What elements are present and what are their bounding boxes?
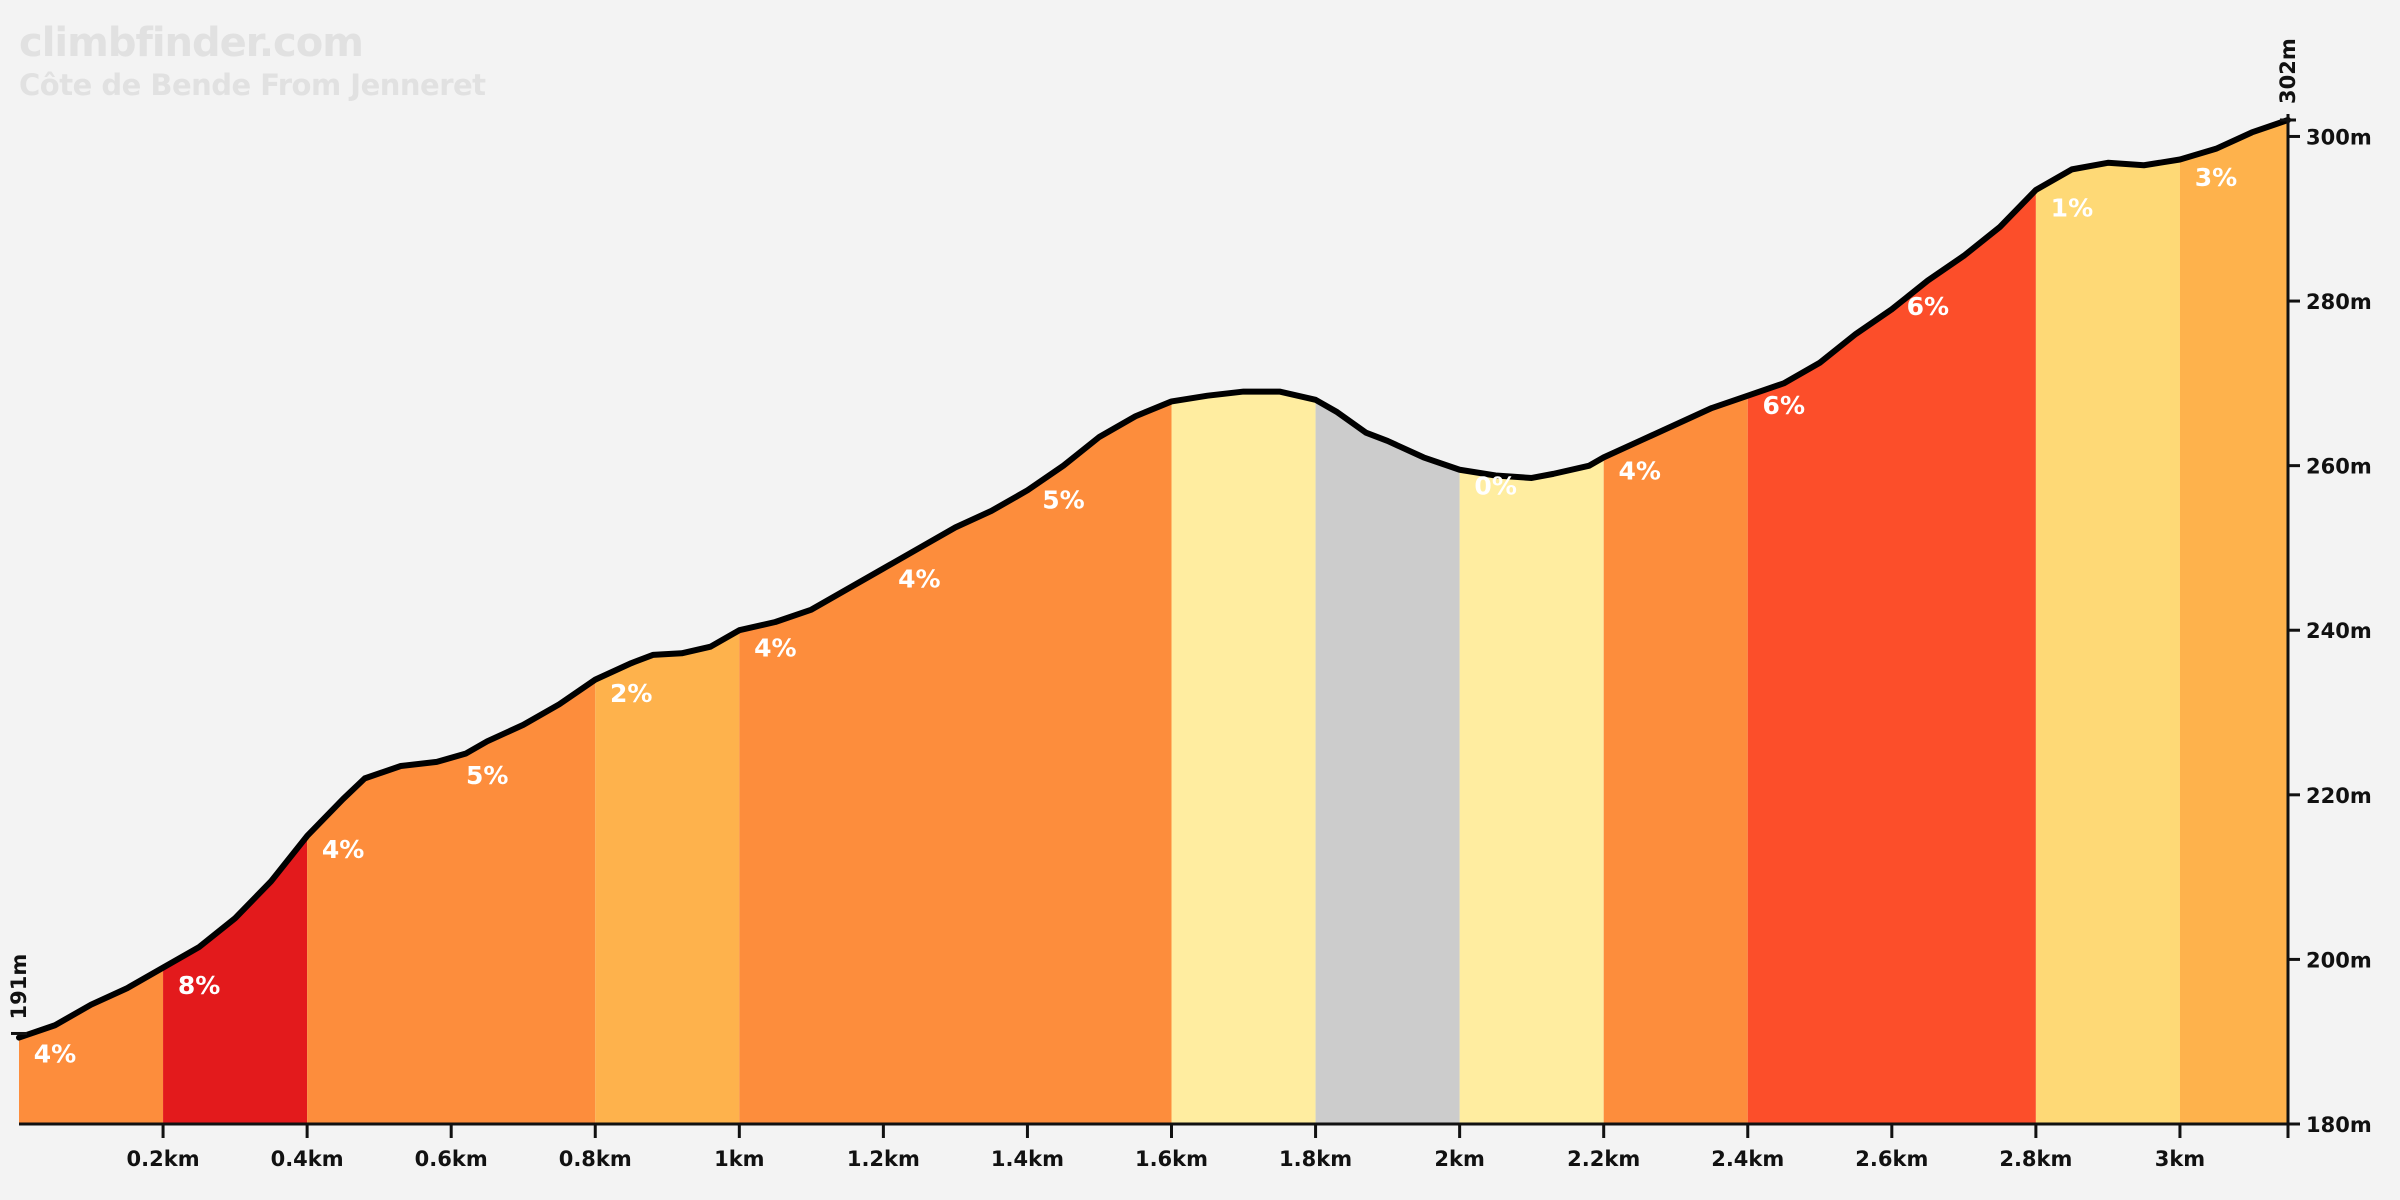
y-tick-label: 240m — [2306, 619, 2372, 643]
gradient-label: 4% — [34, 1039, 76, 1068]
y-tick-label: 300m — [2306, 125, 2372, 149]
gradient-label: 0% — [1474, 471, 1516, 500]
brand-watermark: climbfinder.com — [19, 20, 364, 66]
segment-fill-11 — [1603, 395, 1748, 1124]
segment-fill-8 — [1171, 391, 1316, 1125]
segment-fill-1 — [163, 835, 308, 1124]
gradient-label: 4% — [754, 634, 796, 663]
gradient-label: 1% — [2051, 193, 2093, 222]
segment-fill-5 — [739, 401, 1172, 1124]
gradient-label: 5% — [466, 761, 508, 790]
segment-fill-0 — [19, 967, 164, 1124]
x-tick-label: 1km — [714, 1147, 764, 1171]
x-tick-label: 0.8km — [559, 1147, 632, 1171]
segment-fill-10 — [1459, 457, 1604, 1124]
x-tick-label: 2.6km — [1855, 1147, 1928, 1171]
gradient-segments — [19, 120, 2288, 1125]
end-elevation-label: 302m — [2276, 38, 2300, 104]
segment-fill-12 — [1747, 189, 2036, 1125]
x-tick-label: 0.2km — [127, 1147, 200, 1171]
y-tick-label: 220m — [2306, 784, 2372, 808]
x-tick-label: 2km — [1434, 1147, 1484, 1171]
x-tick-label: 1.8km — [1279, 1147, 1352, 1171]
segment-fill-15 — [2179, 120, 2288, 1124]
x-tick-label: 2.8km — [1999, 1147, 2072, 1171]
segment-fill-14 — [2035, 159, 2180, 1124]
segment-fill-2 — [307, 679, 596, 1124]
gradient-labels: 4% 8% 4% 5% 2% 4% 4% 5% 0% 4% 6% 6% 1% 3% — [34, 163, 2237, 1068]
x-tick-label: 1.2km — [847, 1147, 920, 1171]
x-tick-label: 1.4km — [991, 1147, 1064, 1171]
x-tick-label: 0.4km — [271, 1147, 344, 1171]
chart-title: Côte de Bende From Jenneret — [19, 68, 486, 102]
gradient-label: 3% — [2195, 163, 2237, 192]
axes: 0.2km 0.4km 0.6km 0.8km 1km 1.2km 1.4km 1.6km 1.… — [7, 38, 2372, 1171]
y-tick-label: 200m — [2306, 948, 2372, 972]
gradient-label: 4% — [1618, 457, 1660, 486]
start-elevation-label: 191m — [7, 954, 31, 1020]
gradient-label: 6% — [1763, 391, 1805, 420]
gradient-label: 5% — [1042, 485, 1084, 514]
profile-line — [16, 117, 2291, 1041]
x-tick-label: 0.6km — [415, 1147, 488, 1171]
x-tick-label: 2.4km — [1711, 1147, 1784, 1171]
y-tick-label: 260m — [2306, 455, 2372, 479]
gradient-label: 6% — [1907, 292, 1949, 321]
y-tick-label: 280m — [2306, 290, 2372, 314]
gradient-label: 8% — [178, 971, 220, 1000]
segment-fill-9 — [1315, 399, 1460, 1124]
gradient-label: 2% — [610, 679, 652, 708]
gradient-label: 4% — [898, 564, 940, 593]
x-tick-label: 3km — [2155, 1147, 2205, 1171]
profile-outline — [16, 117, 2291, 1041]
segment-fill-4 — [595, 630, 740, 1124]
x-tick-label: 2.2km — [1567, 1147, 1640, 1171]
y-tick-label: 180m — [2306, 1113, 2372, 1137]
x-tick-label: 1.6km — [1135, 1147, 1208, 1171]
gradient-label: 4% — [322, 835, 364, 864]
